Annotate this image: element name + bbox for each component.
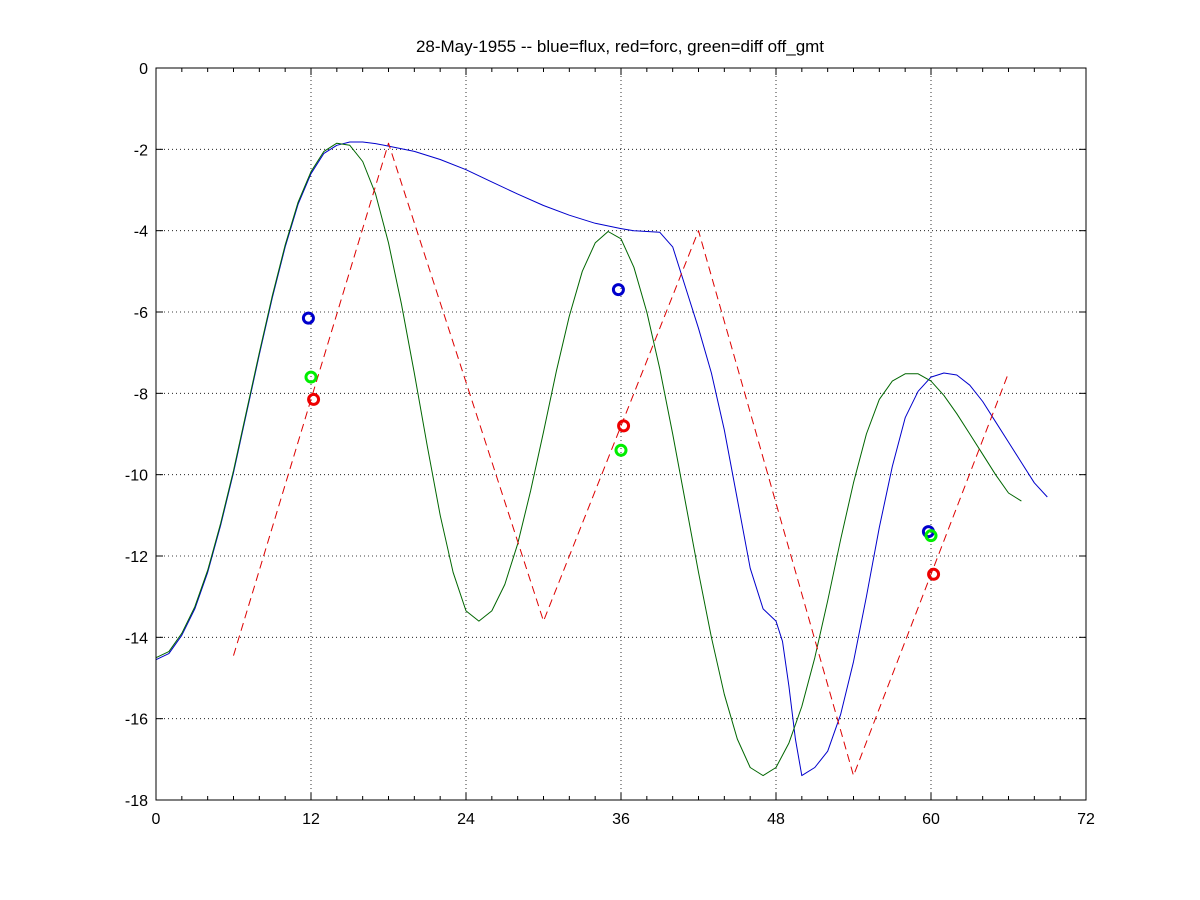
marker-point [927, 567, 941, 581]
axes-ticks: 0 12 24 36 48 60 72 0 -2 -4 -6 -8 -10 -12 -14 -16 -18 [125, 61, 1095, 828]
marker-point [301, 311, 315, 325]
series-line-2 [233, 142, 1009, 777]
marker-point [617, 419, 631, 433]
y-tick-label: -10 [125, 468, 148, 485]
y-tick-label: -2 [134, 142, 148, 159]
y-tick-label: -16 [125, 712, 148, 729]
marker-point [924, 529, 938, 543]
series-line-1 [155, 142, 1022, 777]
y-tick-label: -14 [125, 630, 148, 647]
marker-point [307, 392, 321, 406]
y-tick-label: -12 [125, 549, 148, 566]
x-tick-label: 72 [1077, 811, 1095, 828]
marker-point [611, 283, 625, 297]
series-line-0 [155, 141, 1048, 777]
y-tick-label: -18 [125, 793, 148, 810]
x-tick-label: 36 [612, 811, 630, 828]
marker-point [614, 443, 628, 457]
y-tick-label: 0 [139, 61, 148, 78]
marker-group [301, 283, 941, 581]
grid [156, 68, 1086, 800]
series-group [155, 141, 1048, 777]
x-tick-label: 60 [922, 811, 940, 828]
x-tick-label: 48 [767, 811, 785, 828]
x-tick-label: 12 [302, 811, 320, 828]
x-tick-label: 24 [457, 811, 475, 828]
chart-title: 28-May-1955 -- blue=flux, red=forc, gree… [416, 37, 824, 56]
x-tick-label: 0 [152, 811, 161, 828]
y-tick-label: -6 [134, 305, 148, 322]
y-tick-label: -4 [134, 224, 148, 241]
y-tick-label: -8 [134, 386, 148, 403]
marker-point [304, 370, 318, 384]
